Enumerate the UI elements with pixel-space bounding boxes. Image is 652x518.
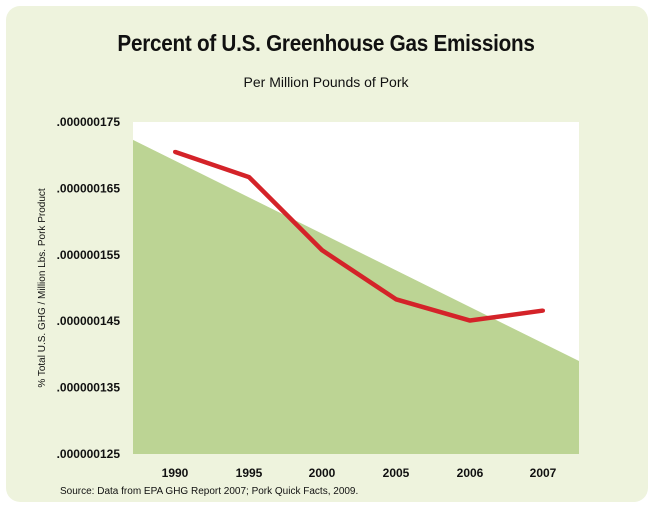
data-point: [394, 297, 398, 302]
y-tick-label: .000000125: [57, 447, 121, 461]
data-points: [173, 149, 545, 323]
data-point: [247, 175, 251, 180]
y-tick-label: .000000145: [57, 314, 121, 328]
source-note: Source: Data from EPA GHG Report 2007; P…: [60, 486, 359, 497]
y-axis-ticks: .000000175 .000000165 .000000155 .000000145…: [57, 115, 121, 461]
series-line: [174, 149, 544, 323]
y-tick-label: .000000155: [57, 248, 121, 262]
x-tick-label: 2005: [383, 466, 410, 480]
data-point: [468, 318, 472, 323]
chart-title: Percent of U.S. Greenhouse Gas Emissions: [117, 30, 535, 56]
data-point: [320, 248, 324, 253]
x-tick-label: 2007: [530, 466, 557, 480]
x-tick-label: 2000: [309, 466, 336, 480]
y-axis-label: % Total U.S. GHG / Million Lbs. Pork Pro…: [37, 188, 48, 388]
x-tick-label: 1995: [236, 466, 263, 480]
x-tick-label: 1990: [162, 466, 189, 480]
x-tick-label: 2006: [457, 466, 484, 480]
y-tick-label: .000000165: [57, 181, 121, 195]
data-point: [541, 308, 545, 313]
y-tick-label: .000000175: [57, 115, 121, 129]
y-tick-label: .000000135: [57, 381, 121, 395]
chart-subtitle: Per Million Pounds of Pork: [243, 74, 409, 90]
x-axis-ticks: 1990 1995 2000 2005 2006 2007: [162, 466, 557, 480]
trend-area: [133, 139, 579, 455]
data-point: [173, 149, 177, 154]
